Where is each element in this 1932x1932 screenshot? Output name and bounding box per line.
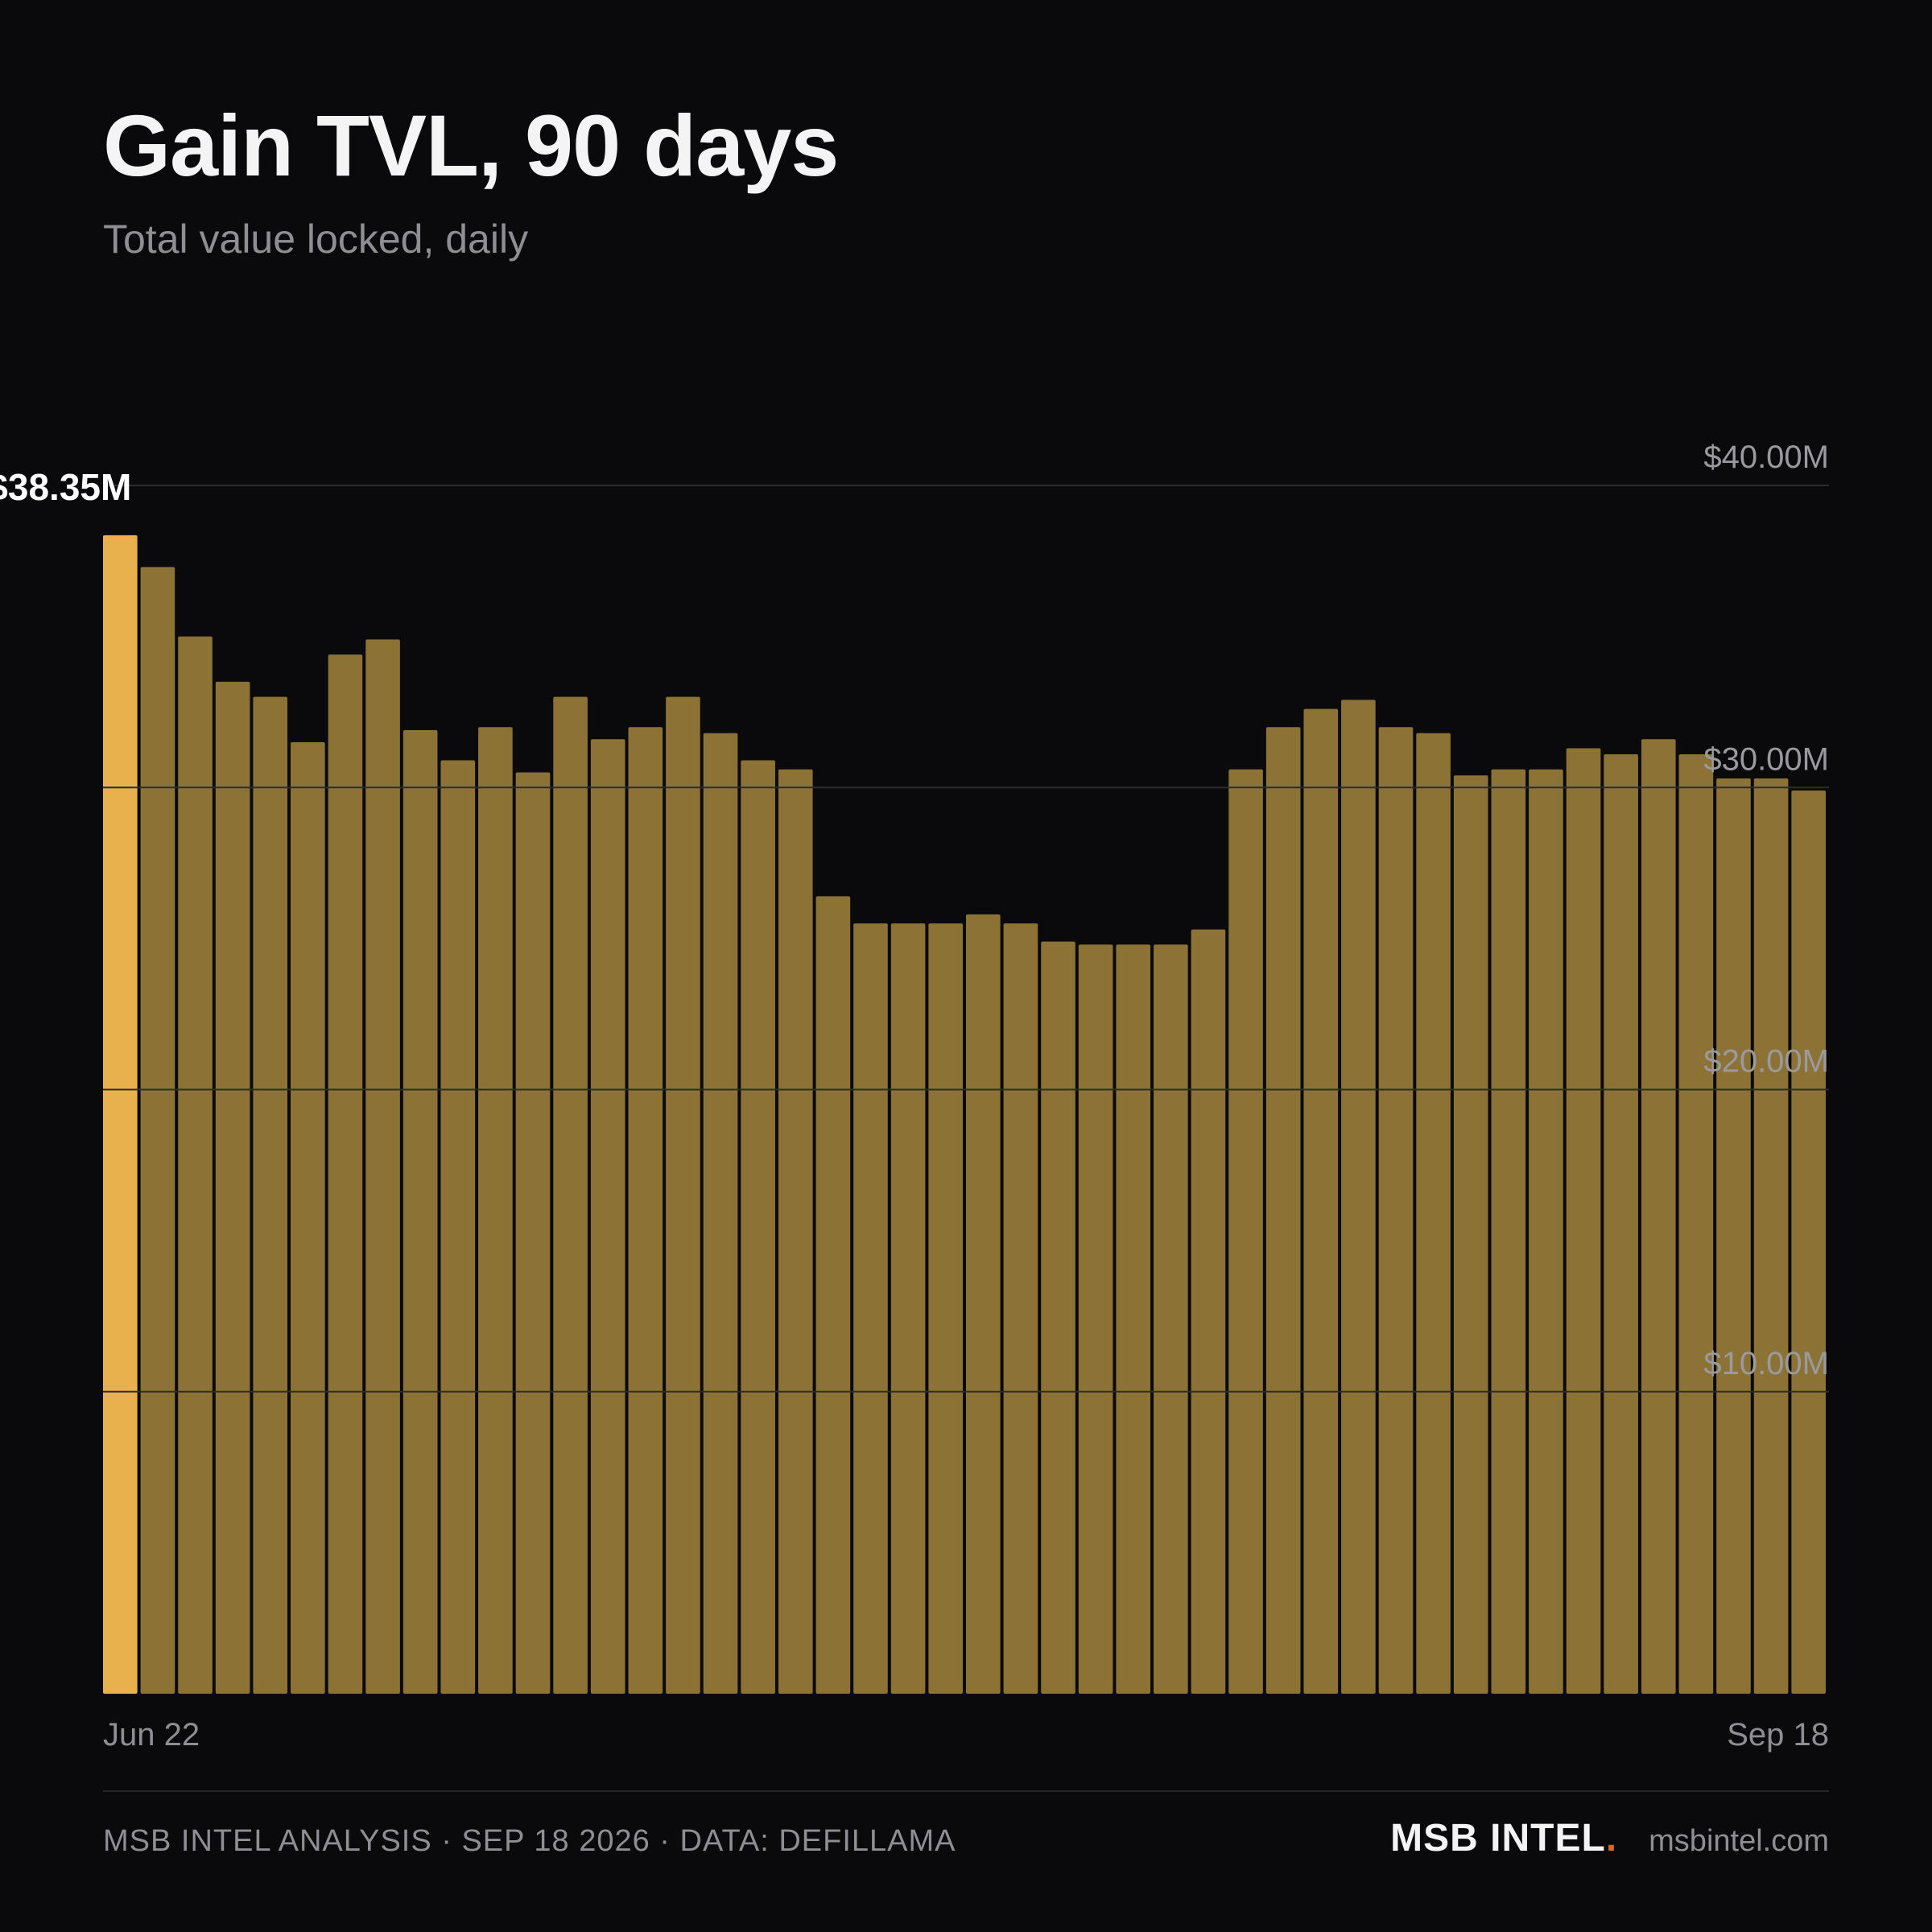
- bar-highlight: [103, 535, 138, 1695]
- bar: [966, 914, 1001, 1694]
- bar: [1716, 778, 1751, 1694]
- bar: [1303, 708, 1339, 1695]
- bar: [402, 729, 438, 1695]
- bar: [140, 567, 175, 1694]
- bar: [703, 733, 738, 1695]
- bar: [1078, 944, 1113, 1694]
- bar: [440, 760, 476, 1694]
- bar: [1566, 748, 1601, 1694]
- bar: [1041, 941, 1075, 1694]
- bar: [815, 896, 851, 1694]
- bar: [1791, 791, 1826, 1694]
- bar: [778, 769, 813, 1694]
- chart-title: Gain TVL, 90 days: [103, 97, 839, 194]
- bar: [328, 654, 363, 1694]
- bar: [928, 923, 963, 1694]
- bar: [1003, 923, 1038, 1694]
- bar: [215, 681, 250, 1695]
- bar: [890, 923, 926, 1694]
- bar: [666, 696, 700, 1695]
- bar: [1116, 944, 1151, 1694]
- bar: [478, 727, 513, 1695]
- y-tick-label: $20.00M: [1703, 1044, 1829, 1080]
- bar: [1604, 753, 1638, 1694]
- brand-logo: MSB INTEL: [1390, 1817, 1606, 1860]
- footer-source: MSB INTEL ANALYSIS · SEP 18 2026 · DATA:…: [103, 1824, 956, 1858]
- bar: [1529, 769, 1563, 1694]
- brand-dot: .: [1605, 1817, 1617, 1860]
- bar: [590, 739, 625, 1695]
- bar: [741, 760, 775, 1694]
- bar: [1641, 739, 1676, 1695]
- x-tick-label: Sep 18: [1727, 1717, 1829, 1752]
- bar: [553, 696, 588, 1695]
- bar: [1453, 775, 1488, 1694]
- bar: [1191, 929, 1226, 1694]
- bar: [1491, 769, 1526, 1694]
- bar: [1753, 778, 1789, 1694]
- highlight-value-label: $38.35M: [0, 466, 131, 508]
- bar: [1341, 700, 1376, 1695]
- bar: [1154, 944, 1188, 1694]
- y-tick-label: $30.00M: [1703, 741, 1829, 777]
- x-tick-label: Jun 22: [103, 1717, 200, 1752]
- bar: [365, 639, 400, 1694]
- chart-subtitle: Total value locked, daily: [103, 217, 529, 262]
- bar: [1378, 727, 1414, 1695]
- bar: [853, 923, 888, 1694]
- bar: [1416, 733, 1451, 1695]
- y-tick-label: $40.00M: [1703, 440, 1829, 475]
- bar: [1228, 769, 1263, 1694]
- bar: [291, 741, 325, 1695]
- bar: [178, 636, 213, 1695]
- footer-divider: [103, 1790, 1829, 1792]
- footer-brand-block: MSB INTEL. msbintel.com: [1390, 1816, 1829, 1860]
- bar: [253, 696, 288, 1695]
- y-tick-label: $10.00M: [1703, 1346, 1829, 1381]
- bar: [628, 727, 663, 1695]
- site-link[interactable]: msbintel.com: [1649, 1824, 1829, 1858]
- bar: [1265, 727, 1301, 1695]
- bar: [515, 772, 551, 1694]
- bar: [1678, 753, 1714, 1694]
